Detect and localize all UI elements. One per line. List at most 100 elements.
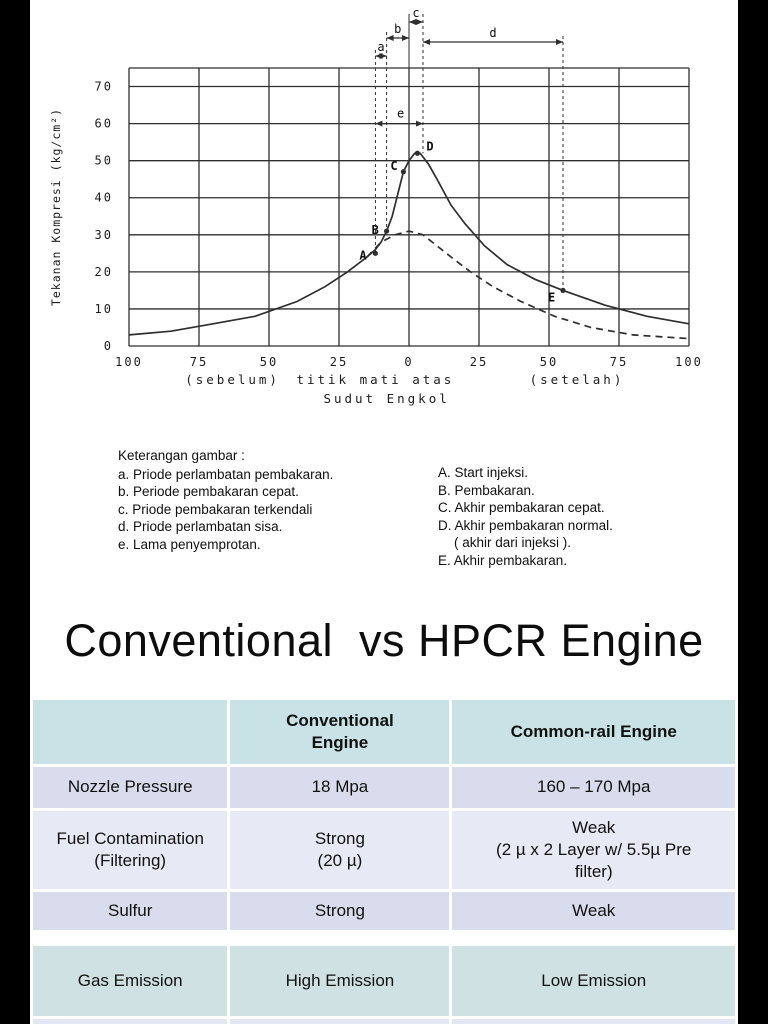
row-nozzle-commonrail: 160 – 170 Mpa <box>449 764 738 811</box>
x-tick-label: 50 <box>540 355 558 369</box>
cell-line: Fuel Contamination <box>56 828 204 848</box>
pressure-chart-svg: 1007550250255075100010203040506070ABCDEc… <box>49 6 703 406</box>
spacer-cell <box>31 931 737 945</box>
x-tick-label: 100 <box>675 355 703 369</box>
row-fuel-conventional: Strong (20 µ) <box>227 807 453 892</box>
cell-line: High Emission <box>285 970 395 990</box>
combustion-pressure-curve <box>128 152 690 336</box>
point-label: C <box>390 159 397 173</box>
legend-item: ( akhir dari injeksi ). <box>454 535 572 551</box>
cell-line: (2 µ x 2 Layer w/ 5.5µ Pre <box>496 839 692 859</box>
cell-line: Low Emission <box>541 970 647 990</box>
x-tick-label: 100 <box>115 355 143 369</box>
row-nozzle-conventional: 18 Mpa <box>227 764 453 811</box>
arrow-head <box>423 39 430 45</box>
row-gas-label: Gas Emission <box>30 942 231 1020</box>
combustion-pressure-chart: 1007550250255075100010203040506070ABCDEc… <box>30 0 738 423</box>
slide-page: 1007550250255075100010203040506070ABCDEc… <box>30 0 738 1024</box>
arrow-head <box>375 53 383 59</box>
arrow-head <box>556 39 563 45</box>
arrow-head <box>409 19 416 25</box>
row-gas-commonrail: Low Emission <box>449 942 738 1020</box>
legend-item: C. Akhir pembakaran cepat. <box>438 500 605 516</box>
cell-line: (20 µ) <box>317 850 363 870</box>
point-A <box>372 250 378 256</box>
annotation-label: a <box>377 40 384 54</box>
legend-item: c. Priode pembakaran terkendali <box>118 501 313 517</box>
annotation-label: c <box>412 6 419 20</box>
x-tick-label: 25 <box>330 355 348 369</box>
table-header-row: Conventional Engine Common-rail Engine <box>30 697 738 768</box>
row-sulfur-label: Sulfur <box>30 888 231 933</box>
point-C <box>400 169 406 175</box>
point-label: E <box>548 290 555 304</box>
y-tick-label: 0 <box>104 339 113 353</box>
cell-line: Nozzle Pressure <box>67 777 193 797</box>
x-caption-left: (sebelum) <box>185 372 280 387</box>
header-line: Engine <box>311 733 369 753</box>
cell-line: Weak <box>572 817 616 837</box>
compression-only-curve <box>366 230 690 340</box>
legend-right-column: A. Start injeksi. B. Pembakaran. C. Akhi… <box>438 447 613 569</box>
cell-line: filter) <box>574 861 613 881</box>
header-line: Common-rail Engine <box>510 722 677 742</box>
arrow-head <box>416 19 423 25</box>
x-caption-right: (setelah) <box>530 372 625 387</box>
cell-line: Strong <box>314 900 365 920</box>
header-line: Conventional <box>286 711 394 731</box>
y-tick-label: 70 <box>95 80 113 94</box>
chart-legend: Keterangan gambar : a. Priode perlambata… <box>118 447 738 569</box>
y-tick-label: 50 <box>95 154 113 168</box>
table-row: Gas Emission High Emission Low Emission <box>30 942 738 1020</box>
arrow-head <box>402 35 409 41</box>
cell-line: 160 – 170 Mpa <box>537 777 651 797</box>
table-row: Nozzle Pressure 18 Mpa 160 – 170 Mpa <box>30 764 738 811</box>
annotation-label: b <box>394 22 401 36</box>
annotation-label: e <box>397 107 404 121</box>
header-conventional: Conventional Engine <box>227 697 453 768</box>
legend-item: d. Priode perlambatan sisa. <box>118 519 283 535</box>
header-commonrail: Common-rail Engine <box>449 697 738 768</box>
x-caption-center: titik mati atas <box>296 372 454 387</box>
legend-item: b. Periode pembakaran cepat. <box>118 484 299 500</box>
row-sulfur-conventional: Strong <box>227 888 453 933</box>
x-tick-label: 75 <box>610 355 628 369</box>
cell-line: Strong <box>314 828 365 848</box>
row-fuel-commonrail: Weak (2 µ x 2 Layer w/ 5.5µ Pre filter) <box>449 807 738 892</box>
point-D <box>414 150 420 156</box>
row-gas-conventional: High Emission <box>227 942 453 1020</box>
legend-item: E. Akhir pembakaran. <box>438 552 568 568</box>
x-tick-label: 75 <box>190 355 208 369</box>
row-fuel-label: Fuel Contamination (Filtering) <box>30 807 231 892</box>
table-row: Sound Pressure Level Noise Low noise <box>30 1016 738 1024</box>
cell-line: Gas Emission <box>77 970 183 990</box>
cell-line: (Filtering) <box>94 850 167 870</box>
x-tick-label: 50 <box>260 355 278 369</box>
cell-line: Sulfur <box>107 900 153 920</box>
row-sound-conventional: Noise <box>227 1016 453 1024</box>
legend-heading: Keterangan gambar : <box>118 448 245 463</box>
table-spacer-row <box>31 931 737 945</box>
point-label: A <box>359 248 367 262</box>
arrow-head <box>375 120 383 127</box>
point-label: D <box>426 139 433 153</box>
header-empty-cell <box>30 697 231 768</box>
legend-item: D. Akhir pembakaran normal. <box>438 517 613 533</box>
x-tick-label: 25 <box>470 355 488 369</box>
legend-item: B. Pembakaran. <box>438 482 535 498</box>
y-tick-label: 20 <box>95 265 113 279</box>
y-tick-label: 60 <box>95 117 113 131</box>
y-tick-label: 30 <box>95 228 113 242</box>
legend-left-column: Keterangan gambar : a. Priode perlambata… <box>118 447 424 569</box>
row-sound-commonrail: Low noise <box>449 1016 738 1024</box>
arrow-head <box>416 120 423 127</box>
x-axis-title: Sudut Engkol <box>323 391 449 406</box>
legend-item: A. Start injeksi. <box>438 465 529 480</box>
annotation-label: d <box>489 26 496 40</box>
x-tick-label: 0 <box>404 355 413 369</box>
legend-item: a. Priode perlambatan pembakaran. <box>118 466 334 482</box>
row-sulfur-commonrail: Weak <box>449 888 738 933</box>
cell-line: Weak <box>572 900 616 920</box>
table-row: Fuel Contamination (Filtering) Strong (2… <box>30 807 738 892</box>
row-nozzle-label: Nozzle Pressure <box>30 764 231 811</box>
